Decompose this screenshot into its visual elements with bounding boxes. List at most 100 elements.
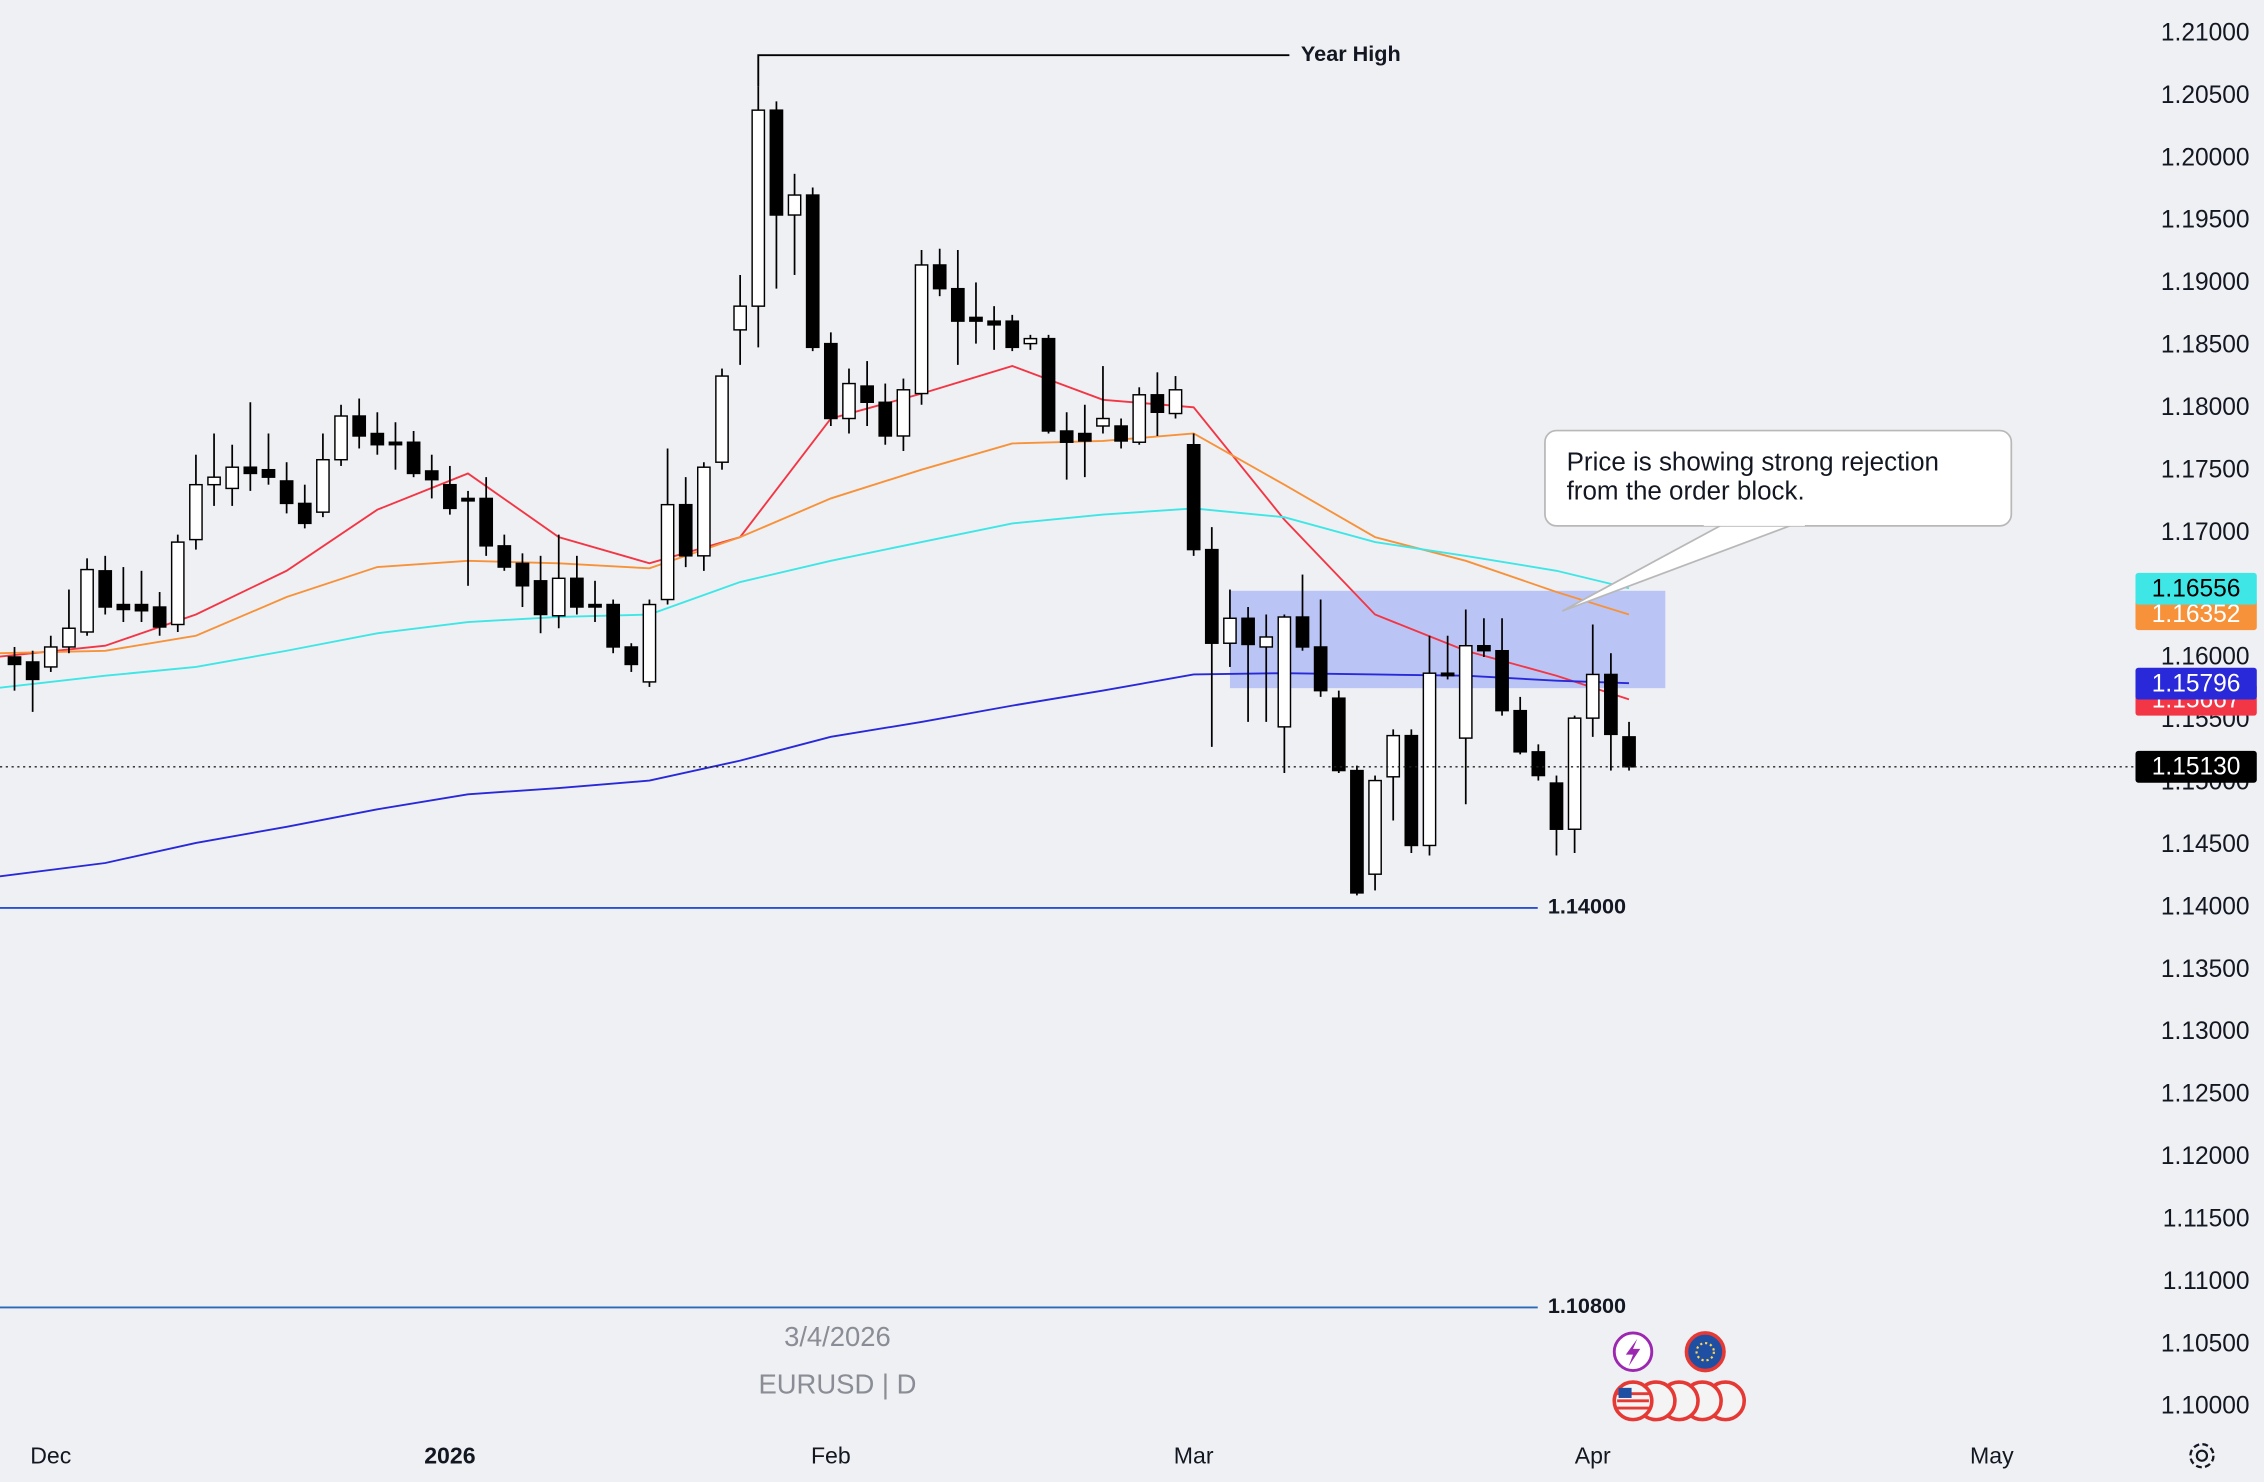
watermark-symbol: EURUSD | D xyxy=(758,1369,916,1400)
y-tick-label: 1.11500 xyxy=(2163,1205,2250,1232)
x-tick-label: Mar xyxy=(1174,1442,1214,1468)
candle-body xyxy=(25,661,40,681)
x-tick-label: May xyxy=(1970,1442,2014,1468)
y-tick-label: 1.14500 xyxy=(2161,831,2250,858)
candle-body xyxy=(1331,697,1346,772)
candle-body xyxy=(334,415,348,461)
candle-body xyxy=(606,603,621,648)
candle-body xyxy=(914,264,929,395)
candle-body xyxy=(497,545,512,568)
year-high-bracket xyxy=(757,54,1290,87)
x-tick-label: Apr xyxy=(1575,1442,1611,1468)
level-label: 1.14000 xyxy=(1548,894,1626,919)
candle-body xyxy=(261,468,276,478)
candle-body xyxy=(370,432,385,446)
candle-body xyxy=(1277,616,1292,728)
candle-body xyxy=(1168,389,1183,415)
candle-body xyxy=(1150,394,1165,413)
year-high-label: Year High xyxy=(1301,41,1401,66)
candle-body xyxy=(225,466,240,490)
candle-body xyxy=(1241,617,1255,646)
price-tag-label: 1.16352 xyxy=(2152,601,2241,628)
callout-text: Price is showing strong rejection xyxy=(1567,447,1939,477)
candle-body xyxy=(1041,337,1056,432)
candle-body xyxy=(678,503,693,557)
candle-body xyxy=(1077,432,1092,442)
candle-body xyxy=(823,342,838,420)
y-tick-label: 1.19500 xyxy=(2161,207,2250,234)
callout: Price is showing strong rejection from t… xyxy=(1544,429,2013,612)
candle-body xyxy=(1495,649,1509,712)
candle-body xyxy=(297,502,312,525)
y-tick-label: 1.10000 xyxy=(2161,1393,2250,1420)
candle-body xyxy=(243,466,258,475)
candle-body xyxy=(62,627,76,648)
candle-body xyxy=(642,603,657,683)
candle-body xyxy=(1549,782,1564,830)
y-tick-label: 1.20500 xyxy=(2161,82,2250,109)
price-tag-label: 1.15796 xyxy=(2152,671,2241,698)
candle-body xyxy=(1059,430,1074,443)
y-tick-label: 1.20000 xyxy=(2161,144,2250,171)
y-tick-label: 1.12500 xyxy=(2161,1081,2250,1108)
plot-area: 1.14000 1.10800 Year High xyxy=(0,41,2135,1318)
candle-body xyxy=(715,375,729,463)
gear[interactable] xyxy=(2189,1443,2215,1469)
candle-body xyxy=(479,497,494,547)
icon-lightning-bolt xyxy=(1625,1338,1641,1367)
candle-body xyxy=(424,470,439,481)
price-tag xyxy=(2135,598,2257,631)
candle-body xyxy=(588,603,602,608)
candle-body xyxy=(316,458,330,513)
candle-body xyxy=(1350,769,1364,894)
candle-body xyxy=(1005,320,1020,349)
candle-body xyxy=(660,503,675,601)
level-label: 1.10800 xyxy=(1548,1293,1626,1318)
candle-body xyxy=(1132,394,1147,443)
candle-body xyxy=(80,568,94,633)
candle-body xyxy=(842,382,856,420)
candle-body xyxy=(1114,425,1128,442)
candle-body xyxy=(1477,645,1491,652)
y-tick-label: 1.11000 xyxy=(2163,1268,2250,1295)
candle-body xyxy=(1622,736,1636,768)
candle-body xyxy=(570,577,584,608)
y-tick-label: 1.10500 xyxy=(2161,1330,2250,1357)
candle-body xyxy=(1458,645,1473,739)
y-tick-label: 1.21000 xyxy=(2161,19,2250,46)
gear-hub[interactable] xyxy=(2195,1449,2209,1462)
watermark-date: 3/4/2026 xyxy=(784,1321,891,1352)
y-tick-label: 1.17000 xyxy=(2161,519,2250,546)
candle-body xyxy=(932,264,947,290)
candle-body xyxy=(697,466,711,557)
settings-icon[interactable] xyxy=(2189,1443,2215,1469)
moving-average xyxy=(0,432,1630,655)
candle-body xyxy=(406,441,421,475)
candle-body xyxy=(950,287,965,322)
candle-body xyxy=(7,656,22,666)
candle-body xyxy=(624,646,639,666)
candle-body xyxy=(43,646,58,668)
candle-body xyxy=(152,606,167,628)
candle-body xyxy=(1386,734,1401,778)
price-tag-label: 1.15130 xyxy=(2152,754,2241,781)
candle-body xyxy=(388,441,403,446)
candle-body xyxy=(189,483,203,541)
y-tick-label: 1.13500 xyxy=(2161,956,2250,983)
x-tick-label: 2026 xyxy=(424,1442,476,1468)
candle-body xyxy=(1295,616,1310,648)
candle-body xyxy=(1313,646,1328,692)
y-tick-label: 1.14000 xyxy=(2161,893,2250,920)
price-tag-label: 1.16556 xyxy=(2152,576,2241,603)
candle-body xyxy=(533,580,548,616)
candle-body xyxy=(1096,417,1110,427)
candle-body xyxy=(805,194,820,349)
candle-body xyxy=(1531,751,1546,777)
moving-average xyxy=(0,507,1630,689)
candle-body xyxy=(896,389,911,437)
candle-body xyxy=(751,109,766,307)
price-tag xyxy=(2135,750,2257,783)
candle-body xyxy=(134,603,149,612)
